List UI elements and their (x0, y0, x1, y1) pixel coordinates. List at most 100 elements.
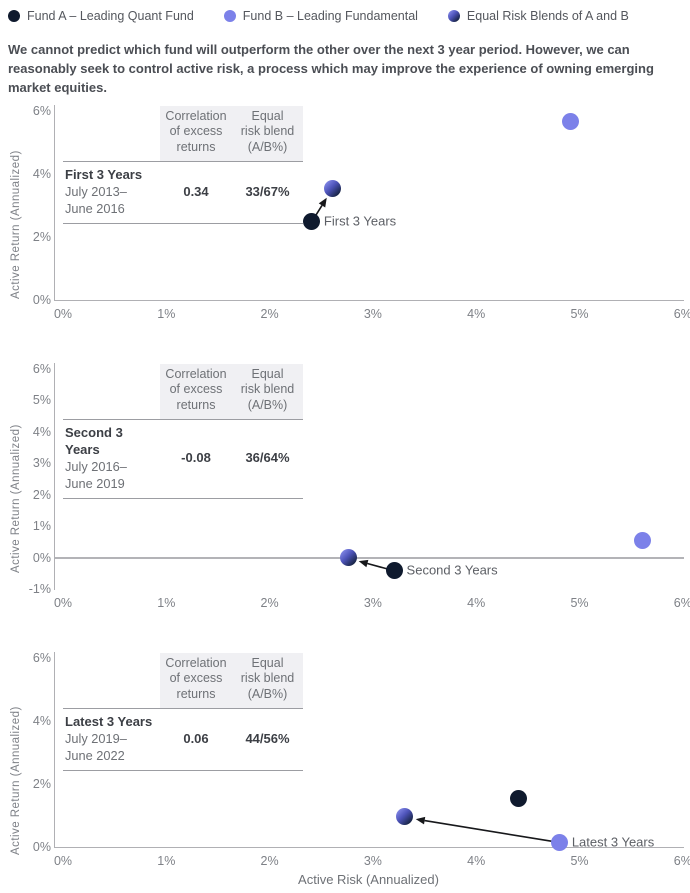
x-tick-label: 2% (260, 853, 279, 868)
y-axis-tick-labels: 6% 4% 2% 0% (26, 104, 52, 307)
period-range: July 2016– June 2019 (65, 458, 127, 491)
x-axis-title: Active Risk (Annualized) (298, 871, 439, 887)
y-tick-label: 2% (32, 229, 51, 244)
chart-body: 6% 4% 2% 0% Correlation of excess returns E… (26, 651, 690, 887)
data-point-blend (396, 808, 414, 826)
stats-table: Correlation of excess returns Equal risk… (63, 652, 303, 771)
x-tick-label: 0% (53, 853, 73, 868)
chart-body: 6% 5% 4% 3% 2% 1% 0% -1% Correlation of excess … (26, 362, 690, 612)
plot-area: Correlation of excess returns Equal risk… (54, 651, 684, 851)
data-point-fund_b (561, 113, 579, 131)
x-tick-label: 6% (673, 306, 690, 321)
point-annotation: Second 3 Years (406, 562, 498, 578)
data-point-fund_b (633, 532, 651, 549)
y-tick-label: 1% (32, 519, 51, 534)
y-tick-label: 4% (32, 424, 51, 439)
y-tick-label: 6% (32, 650, 51, 665)
y-tick-label: 2% (32, 776, 51, 791)
table-period-cell: First 3 Years July 2013– June 2016 (63, 162, 160, 224)
x-tick-label: 1% (157, 306, 176, 321)
y-tick-label: 5% (32, 393, 51, 408)
y-tick-label: 4% (32, 713, 51, 728)
y-tick-label: 0% (32, 550, 51, 565)
x-tick-label: 2% (260, 595, 279, 610)
y-axis-title: Active Return (Annualized) (10, 150, 22, 299)
legend-label-fund-a: Fund A – Leading Quant Fund (27, 9, 194, 23)
data-point-fund_a (386, 561, 404, 579)
blend-dot-icon (447, 10, 460, 22)
x-tick-label: 3% (363, 595, 382, 610)
legend-item-fund-a: Fund A – Leading Quant Fund (8, 9, 194, 23)
y-tick-label: 6% (32, 103, 51, 118)
table-header-correlation: Correlation of excess returns (160, 105, 232, 162)
blend-value: 44/56% (232, 709, 303, 771)
table-header-empty (63, 364, 160, 420)
correlation-value: -0.08 (160, 420, 232, 499)
table-header-empty (63, 106, 160, 162)
y-tick-label: 2% (32, 487, 51, 502)
legend-label-fund-b: Fund B – Leading Fundamental (242, 9, 418, 23)
data-point-blend (339, 549, 357, 567)
x-tick-label: 5% (570, 306, 589, 321)
x-tick-label: 2% (260, 306, 279, 321)
legend-label-blend: Equal Risk Blends of A and B (466, 9, 629, 23)
y-tick-label: 3% (32, 456, 51, 471)
x-tick-label: 1% (157, 853, 176, 868)
x-tick-label: 3% (363, 853, 382, 868)
table-header-blend: Equal risk blend (A/B%) (232, 105, 303, 162)
x-tick-label: 4% (467, 595, 486, 610)
correlation-value: 0.06 (160, 709, 232, 771)
correlation-value: 0.34 (160, 162, 232, 224)
point-annotation: Latest 3 Years (571, 834, 655, 850)
x-tick-label: 6% (673, 595, 690, 610)
x-tick-label: 3% (363, 306, 382, 321)
point-annotation: First 3 Years (323, 213, 397, 229)
x-axis-tick-labels: 0% 1% 2% 3% 4% 5% 6% (53, 301, 690, 323)
data-point-fund_a (510, 789, 528, 807)
y-tick-label: 0% (32, 839, 51, 854)
legend-item-blend: Equal Risk Blends of A and B (447, 9, 629, 23)
fund-a-dot-icon (8, 10, 20, 22)
fund-b-dot-icon (223, 10, 236, 22)
x-axis-tick-labels: 0% 1% 2% 3% 4% 5% 6% (53, 848, 690, 870)
stats-table: Correlation of excess returns Equal risk… (63, 363, 303, 499)
x-axis-tick-labels: 0% 1% 2% 3% 4% 5% 6% (54, 590, 690, 612)
y-tick-label: 6% (32, 361, 51, 376)
x-tick-label: 4% (467, 306, 486, 321)
chart-second-3-years: Active Return (Annualized) 6% 5% 4% 3% 2% 1% 0… (6, 362, 690, 612)
intro-text: We cannot predict which fund will outper… (8, 42, 654, 95)
x-tick-label: 5% (570, 853, 589, 868)
table-header-empty (63, 653, 160, 709)
zero-gridline (55, 556, 684, 559)
y-axis-tick-labels: 6% 4% 2% 0% (26, 651, 52, 854)
legend-item-fund-b: Fund B – Leading Fundamental (223, 9, 418, 23)
data-point-fund_b (551, 833, 569, 851)
chart-first-3-years: Active Return (Annualized) 6% 4% 2% 0% Corr… (6, 104, 690, 323)
period-range: July 2019– June 2022 (65, 730, 127, 763)
legend: Fund A – Leading Quant Fund Fund B – Lea… (8, 6, 690, 26)
x-tick-label: 0% (53, 306, 73, 321)
period-label: Latest 3 Years (65, 713, 153, 729)
table-header-correlation: Correlation of excess returns (160, 652, 232, 709)
table-header-correlation: Correlation of excess returns (160, 363, 232, 420)
data-point-fund_a (303, 212, 321, 230)
period-range: July 2013– June 2016 (65, 183, 127, 216)
x-tick-label: 4% (467, 853, 486, 868)
table-header-blend: Equal risk blend (A/B%) (232, 363, 303, 420)
y-tick-label: 0% (32, 292, 51, 307)
table-header-blend: Equal risk blend (A/B%) (232, 652, 303, 709)
x-tick-label: 5% (570, 595, 589, 610)
plot-area: Correlation of excess returns Equal risk… (54, 104, 684, 301)
period-label: Second 3 Years (65, 424, 123, 457)
plot-area: Correlation of excess returns Equal risk… (54, 362, 684, 590)
chart-body: 6% 4% 2% 0% Correlation of excess returns E… (26, 104, 690, 323)
table-period-cell: Latest 3 Years July 2019– June 2022 (63, 709, 160, 771)
arrow-layer (415, 816, 560, 843)
y-tick-label: 4% (32, 166, 51, 181)
chart-latest-3-years: Active Return (Annualized) 6% 4% 2% 0% Corr… (6, 651, 690, 887)
y-axis-tick-labels: 6% 5% 4% 3% 2% 1% 0% -1% (26, 362, 52, 596)
table-period-cell: Second 3 Years July 2016– June 2019 (63, 420, 160, 499)
x-tick-label: 6% (673, 853, 690, 868)
data-point-blend (324, 179, 342, 197)
